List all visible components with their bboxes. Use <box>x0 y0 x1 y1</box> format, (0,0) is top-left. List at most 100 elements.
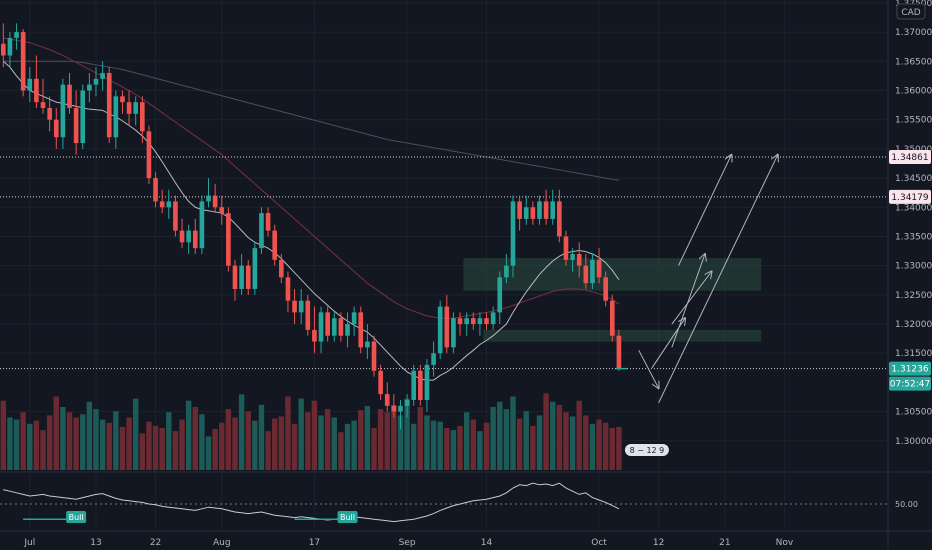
time-axis[interactable]: Jul 13 22 Aug 17 Sep 14 Oct 12 21 Nov <box>23 538 793 548</box>
volume-bar <box>298 398 304 470</box>
price-axis[interactable]: 1.30000 1.30500 1.31500 1.32000 1.32500 1.330… <box>895 0 932 447</box>
volume-bar <box>252 420 258 470</box>
volume-bar <box>470 419 476 470</box>
last-price-tag-bg <box>889 361 931 376</box>
volume-bar <box>93 409 99 470</box>
candle-body <box>212 195 218 208</box>
candle-body <box>537 201 542 219</box>
volume-bar <box>331 417 337 470</box>
candle-body <box>252 248 258 290</box>
volume-bar <box>86 401 93 470</box>
volume-bar <box>444 428 450 470</box>
candle-body <box>570 253 575 260</box>
candle-body <box>292 300 297 313</box>
volume-bar <box>199 414 205 470</box>
candle-body <box>437 306 443 354</box>
candle-body <box>106 72 112 138</box>
price-tick-label: 1.36000 <box>895 86 932 96</box>
candle-body <box>497 277 503 313</box>
volume-bar <box>172 431 179 470</box>
demand-zone <box>483 329 762 342</box>
volume-bar <box>232 417 238 470</box>
time-tick-label: 17 <box>309 538 320 548</box>
candle-body <box>226 213 231 266</box>
volume-bar <box>556 404 563 470</box>
price-tick-label: 1.35000 <box>895 145 932 155</box>
volume-bar <box>106 422 112 470</box>
rsi-line <box>3 482 620 523</box>
candle-body <box>451 318 456 348</box>
volume-bar <box>364 405 371 470</box>
volume-bar <box>27 423 33 470</box>
candle-body <box>596 259 602 278</box>
candle-body <box>186 230 191 243</box>
candle-body <box>239 265 244 290</box>
volume-bar <box>338 432 344 470</box>
candle-body <box>93 78 99 85</box>
candle-body <box>331 318 337 336</box>
candle-body <box>100 72 105 79</box>
volume-bar <box>569 416 576 470</box>
candle-body <box>285 277 291 301</box>
candle-body <box>391 405 397 412</box>
volume-bar <box>245 411 251 470</box>
candle-body <box>504 265 509 278</box>
candle-body <box>305 300 311 330</box>
volume-bar <box>530 425 536 470</box>
volume-bar <box>40 430 46 470</box>
volume-bar <box>384 412 390 470</box>
candle-body <box>159 201 165 208</box>
volume-bar <box>576 400 582 470</box>
volume-bar <box>13 419 20 470</box>
volume-bar <box>179 419 185 470</box>
candle-body <box>510 201 516 266</box>
candle-body <box>530 207 536 219</box>
volume-bar <box>265 431 271 470</box>
candle-body <box>53 119 59 138</box>
candle-body <box>7 37 13 56</box>
price-tick-label: 1.30000 <box>895 437 932 447</box>
volume-bar <box>371 428 377 470</box>
volume-bar <box>510 396 516 470</box>
price-tick-label: 1.30500 <box>895 408 932 418</box>
candle-body <box>73 108 79 144</box>
volume-bar <box>146 421 152 470</box>
candle-body <box>616 335 622 369</box>
candle-body <box>120 96 125 103</box>
candle-body <box>113 96 119 138</box>
price-tags: 1.34861 1.34179 1.31236 07:52:47 <box>889 149 931 391</box>
volume-bar <box>344 423 351 470</box>
candle-body <box>219 207 225 214</box>
ma-fast-line <box>2 60 620 381</box>
volume-bar <box>563 412 569 470</box>
currency-badge[interactable] <box>896 3 926 20</box>
projection-arrow <box>658 155 778 404</box>
candle-body <box>40 102 46 109</box>
candle-body <box>411 370 417 400</box>
candle-body <box>431 353 436 365</box>
indicator-badge-bg <box>624 444 669 456</box>
ma-slow-line <box>3 60 620 181</box>
candle-body <box>27 78 33 91</box>
volume-bar <box>589 423 596 470</box>
rsi-level-label: 50.00 <box>895 500 918 509</box>
volume-bar <box>139 433 146 470</box>
volume-bar <box>53 396 59 470</box>
candle-body <box>563 236 569 260</box>
projection-arrow <box>671 271 712 325</box>
candle-body <box>484 318 489 325</box>
price-tick-label: 1.33500 <box>895 232 932 242</box>
level-tag-bg <box>889 189 931 204</box>
price-tick-label: 1.33000 <box>895 262 932 272</box>
volume-bar <box>490 407 496 470</box>
candle-body <box>312 329 317 342</box>
level-tag-bg <box>889 149 931 164</box>
ma-mid-line <box>3 37 620 319</box>
volume-bar <box>411 423 417 470</box>
rsi-pane: Bull Bull 50.00 <box>0 482 918 523</box>
candle-body <box>424 364 430 400</box>
candle-body <box>404 399 410 406</box>
candle-body <box>609 300 615 336</box>
candle-body <box>583 265 589 284</box>
